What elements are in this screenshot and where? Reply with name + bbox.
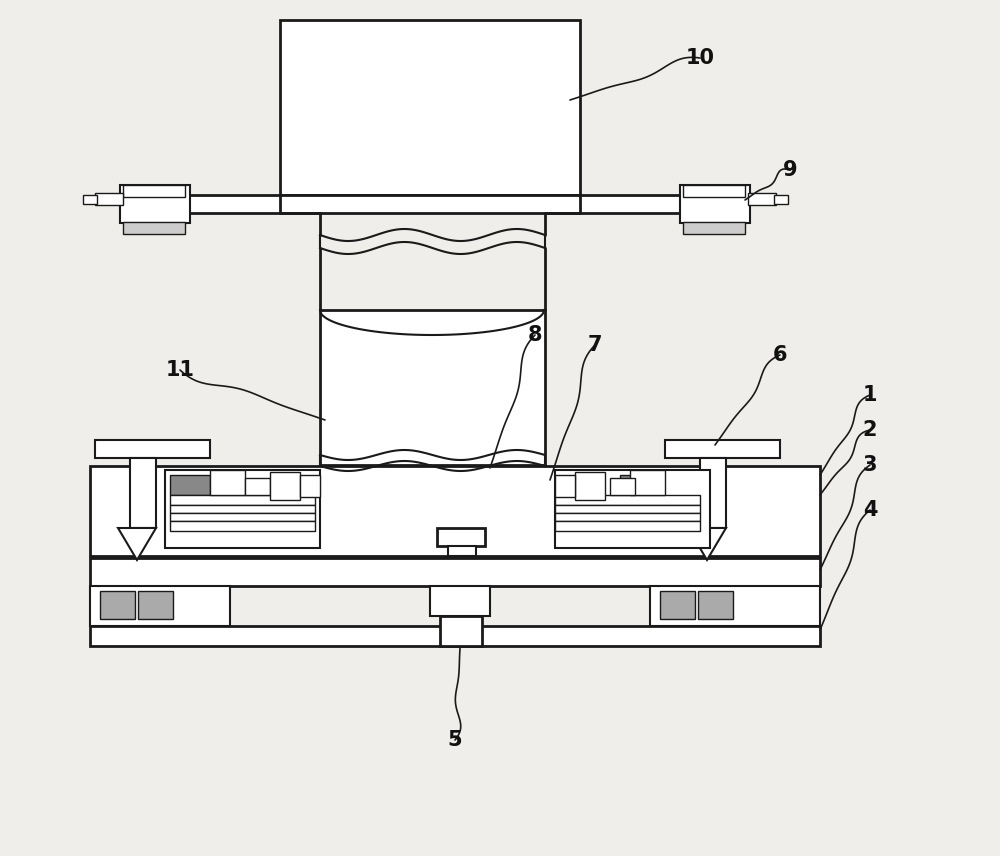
Text: 5: 5 xyxy=(448,730,462,750)
Bar xyxy=(90,558,820,586)
Bar xyxy=(145,195,725,213)
Bar xyxy=(665,440,780,458)
Bar xyxy=(95,440,210,458)
Bar xyxy=(620,475,660,495)
Bar xyxy=(610,478,635,495)
Bar xyxy=(280,20,580,195)
Text: 1: 1 xyxy=(863,385,877,405)
Bar xyxy=(90,626,820,646)
Bar xyxy=(100,591,135,619)
Bar xyxy=(683,185,745,197)
Bar xyxy=(630,470,665,495)
Bar xyxy=(170,505,315,513)
Bar xyxy=(430,586,490,616)
Bar xyxy=(210,470,245,495)
Bar xyxy=(245,478,270,495)
Text: 9: 9 xyxy=(783,160,797,180)
Bar xyxy=(123,185,185,197)
Text: 4: 4 xyxy=(863,500,877,520)
Bar xyxy=(320,310,545,465)
Bar xyxy=(440,616,482,646)
Bar xyxy=(700,458,726,528)
Bar xyxy=(130,458,156,528)
Bar xyxy=(555,505,700,513)
Bar xyxy=(650,586,820,626)
Text: 7: 7 xyxy=(588,335,602,355)
Bar xyxy=(123,222,185,234)
Bar xyxy=(300,475,320,497)
Bar xyxy=(138,591,173,619)
Bar xyxy=(774,195,788,204)
Bar xyxy=(748,193,776,205)
Bar xyxy=(165,470,320,548)
Bar xyxy=(575,472,605,500)
Bar xyxy=(555,495,700,505)
Bar xyxy=(90,466,820,556)
Bar xyxy=(680,185,750,223)
Text: 2: 2 xyxy=(863,420,877,440)
Bar xyxy=(90,586,230,626)
Bar xyxy=(437,528,485,546)
Bar xyxy=(660,591,695,619)
Text: 10: 10 xyxy=(686,48,714,68)
Bar xyxy=(120,185,190,223)
Text: 8: 8 xyxy=(528,325,542,345)
Bar xyxy=(555,470,710,548)
Text: 3: 3 xyxy=(863,455,877,475)
Bar xyxy=(555,521,700,531)
Bar xyxy=(170,495,315,505)
Bar xyxy=(95,193,123,205)
Polygon shape xyxy=(688,528,726,560)
Bar xyxy=(683,222,745,234)
Bar xyxy=(83,195,97,204)
Bar xyxy=(170,475,210,495)
Bar xyxy=(555,475,575,497)
Bar xyxy=(270,472,300,500)
Polygon shape xyxy=(118,528,156,560)
Text: 6: 6 xyxy=(773,345,787,365)
Bar xyxy=(170,513,315,521)
Bar xyxy=(170,521,315,531)
Bar xyxy=(698,591,733,619)
Bar xyxy=(555,513,700,521)
Bar xyxy=(448,546,476,556)
Text: 11: 11 xyxy=(166,360,194,380)
